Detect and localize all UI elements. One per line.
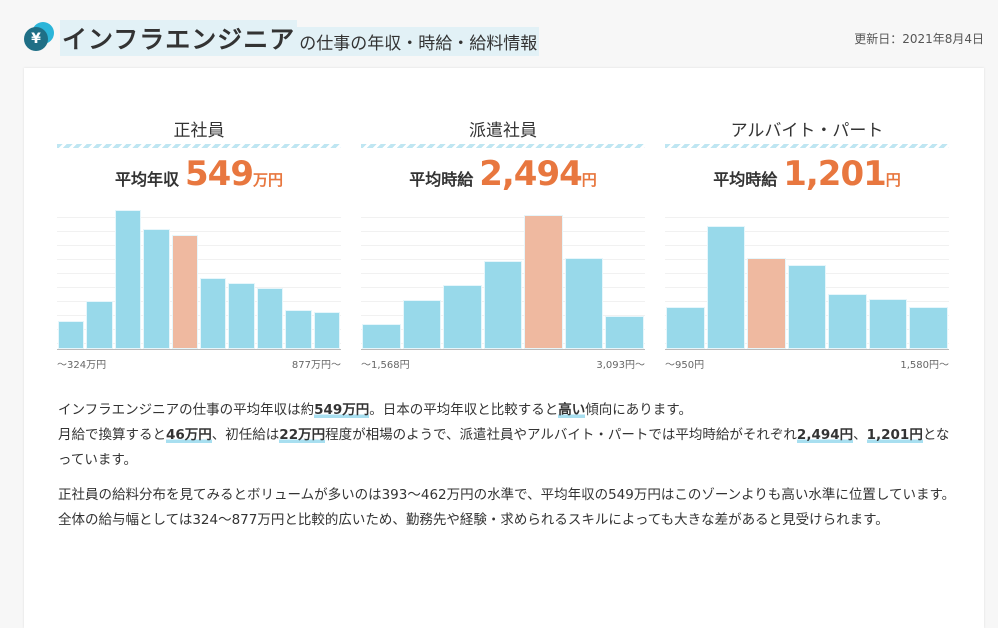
x-min-label: ～324万円 xyxy=(57,360,107,371)
salary-chart-1: 派遣社員 平均時給 2,494円 ～1,568円 3,093円～ xyxy=(361,116,645,371)
description: インフラエンジニアの仕事の平均年収は約549万円。日本の平均年収と比較すると高い… xyxy=(58,398,958,543)
divider xyxy=(57,144,341,148)
bar-average xyxy=(747,257,786,349)
bar-average xyxy=(171,235,198,349)
bar xyxy=(443,284,482,349)
x-min-label: ～1,568円 xyxy=(361,360,410,371)
bar xyxy=(605,315,644,349)
average-value: 平均年収 549万円 xyxy=(114,154,283,194)
histogram xyxy=(665,204,949,350)
divider xyxy=(665,144,949,148)
bar xyxy=(564,257,604,349)
bar xyxy=(362,324,401,349)
highlight: 46万円 xyxy=(166,427,212,443)
x-min-label: ～950円 xyxy=(665,360,705,371)
x-max-label: 3,093円～ xyxy=(596,360,645,371)
updated-date: 更新日：2021年8月4日 xyxy=(854,32,984,46)
salary-chart-2: アルバイト・パート 平均時給 1,201円 ～950円 1,580円～ xyxy=(665,116,949,371)
histogram xyxy=(361,204,645,350)
chart-title: アルバイト・パート xyxy=(730,121,884,141)
salary-chart-0: 正社員 平均年収 549万円 ～324万円 877万円～ xyxy=(57,116,341,371)
page-title: インフラエンジニア xyxy=(60,20,298,56)
page-header: ¥ インフラエンジニア の仕事の年収・時給・給料情報 xyxy=(22,20,540,56)
summary-paragraph: インフラエンジニアの仕事の平均年収は約549万円。日本の平均年収と比較すると高い… xyxy=(58,402,950,468)
bar xyxy=(402,300,442,349)
highlight: 22万円 xyxy=(279,427,326,443)
highlight: 高い xyxy=(558,402,586,418)
highlight: 1,201円 xyxy=(866,427,923,443)
chart-title: 正社員 xyxy=(173,121,225,141)
bar xyxy=(909,306,948,349)
bar-average xyxy=(524,215,563,349)
bar xyxy=(143,228,170,349)
x-max-label: 1,580円～ xyxy=(900,360,949,371)
bar xyxy=(828,294,867,349)
bar xyxy=(868,299,908,349)
divider xyxy=(361,144,645,148)
bar xyxy=(666,306,705,349)
highlight: 2,494円 xyxy=(796,427,854,443)
bar xyxy=(706,225,746,349)
salary-card: 正社員 平均年収 549万円 ～324万円 877万円～ 派遣社員 平均時給 2,494… xyxy=(24,68,984,628)
highlight: 549万円 xyxy=(314,402,370,418)
average-value: 平均時給 2,494円 xyxy=(409,154,597,194)
page-subtitle: の仕事の年収・時給・給料情報 xyxy=(297,26,540,56)
bar xyxy=(256,287,284,349)
bar xyxy=(787,265,827,349)
distribution-paragraph: 正社員の給料分布を見てみるとボリュームが多いのは393～462万円の水準で、平均… xyxy=(58,487,956,528)
histogram xyxy=(57,204,341,350)
bar xyxy=(114,210,142,349)
bar xyxy=(313,311,340,349)
yen-coin-icon: ¥ xyxy=(22,22,54,54)
chart-title: 派遣社員 xyxy=(469,121,537,141)
bar xyxy=(285,309,312,349)
bar xyxy=(200,277,227,349)
average-value: 平均時給 1,201円 xyxy=(713,154,901,194)
x-max-label: 877万円～ xyxy=(291,360,341,371)
bar xyxy=(58,321,85,349)
bar xyxy=(483,260,523,349)
bar xyxy=(228,282,255,349)
bar xyxy=(86,301,113,349)
